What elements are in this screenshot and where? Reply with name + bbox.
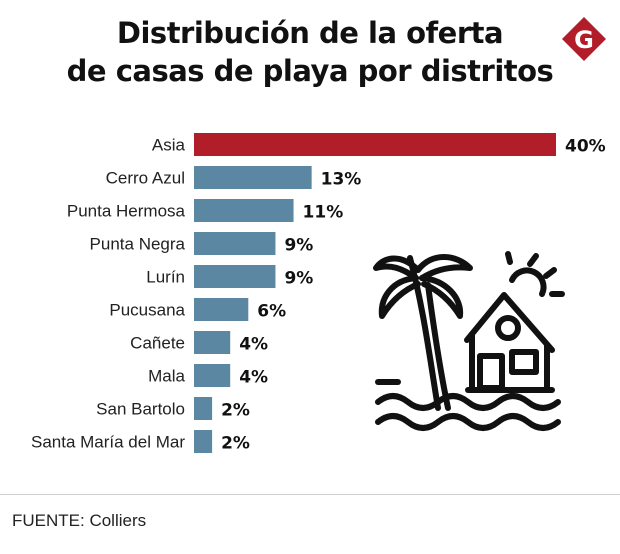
source-note: FUENTE: Colliers xyxy=(12,511,147,530)
value-label: 11% xyxy=(303,203,344,223)
bar xyxy=(194,265,276,288)
value-label: 4% xyxy=(239,335,268,355)
category-label: Punta Hermosa xyxy=(67,202,186,221)
brand-logo-icon: G xyxy=(562,17,606,61)
value-label: 4% xyxy=(239,368,268,388)
footer-divider xyxy=(0,494,620,495)
svg-text:G: G xyxy=(574,26,594,54)
bar xyxy=(194,232,276,255)
title-line-1: Distribución de la oferta xyxy=(116,16,504,50)
chart-title: Distribución de la oferta de casas de pl… xyxy=(0,14,620,90)
category-label: Lurín xyxy=(146,268,185,287)
category-label: Punta Negra xyxy=(90,235,186,254)
category-label: Asia xyxy=(152,136,186,155)
category-label: Mala xyxy=(148,367,185,386)
category-label: Pucusana xyxy=(109,301,185,320)
value-label: 9% xyxy=(284,269,313,289)
category-label: Cerro Azul xyxy=(106,169,185,188)
value-label: 40% xyxy=(565,137,606,157)
bar xyxy=(194,166,312,189)
value-label: 6% xyxy=(257,302,286,322)
beach-house-icon xyxy=(373,251,565,431)
value-label: 9% xyxy=(284,236,313,256)
value-label: 13% xyxy=(321,170,362,190)
bar xyxy=(194,430,213,453)
value-label: 2% xyxy=(221,434,250,454)
value-label: 2% xyxy=(221,401,250,421)
bar xyxy=(194,298,249,321)
bar xyxy=(194,331,231,354)
bar xyxy=(194,397,213,420)
bar xyxy=(194,199,294,222)
bar xyxy=(194,364,231,387)
bar xyxy=(194,133,556,156)
category-label: Santa María del Mar xyxy=(31,433,185,452)
category-label: Cañete xyxy=(130,334,185,353)
title-line-2: de casas de playa por distritos xyxy=(66,54,554,88)
bar-chart: Asia 40% Cerro Azul 13% Punta Hermosa 11% Punt… xyxy=(31,133,606,454)
category-label: San Bartolo xyxy=(96,400,185,419)
